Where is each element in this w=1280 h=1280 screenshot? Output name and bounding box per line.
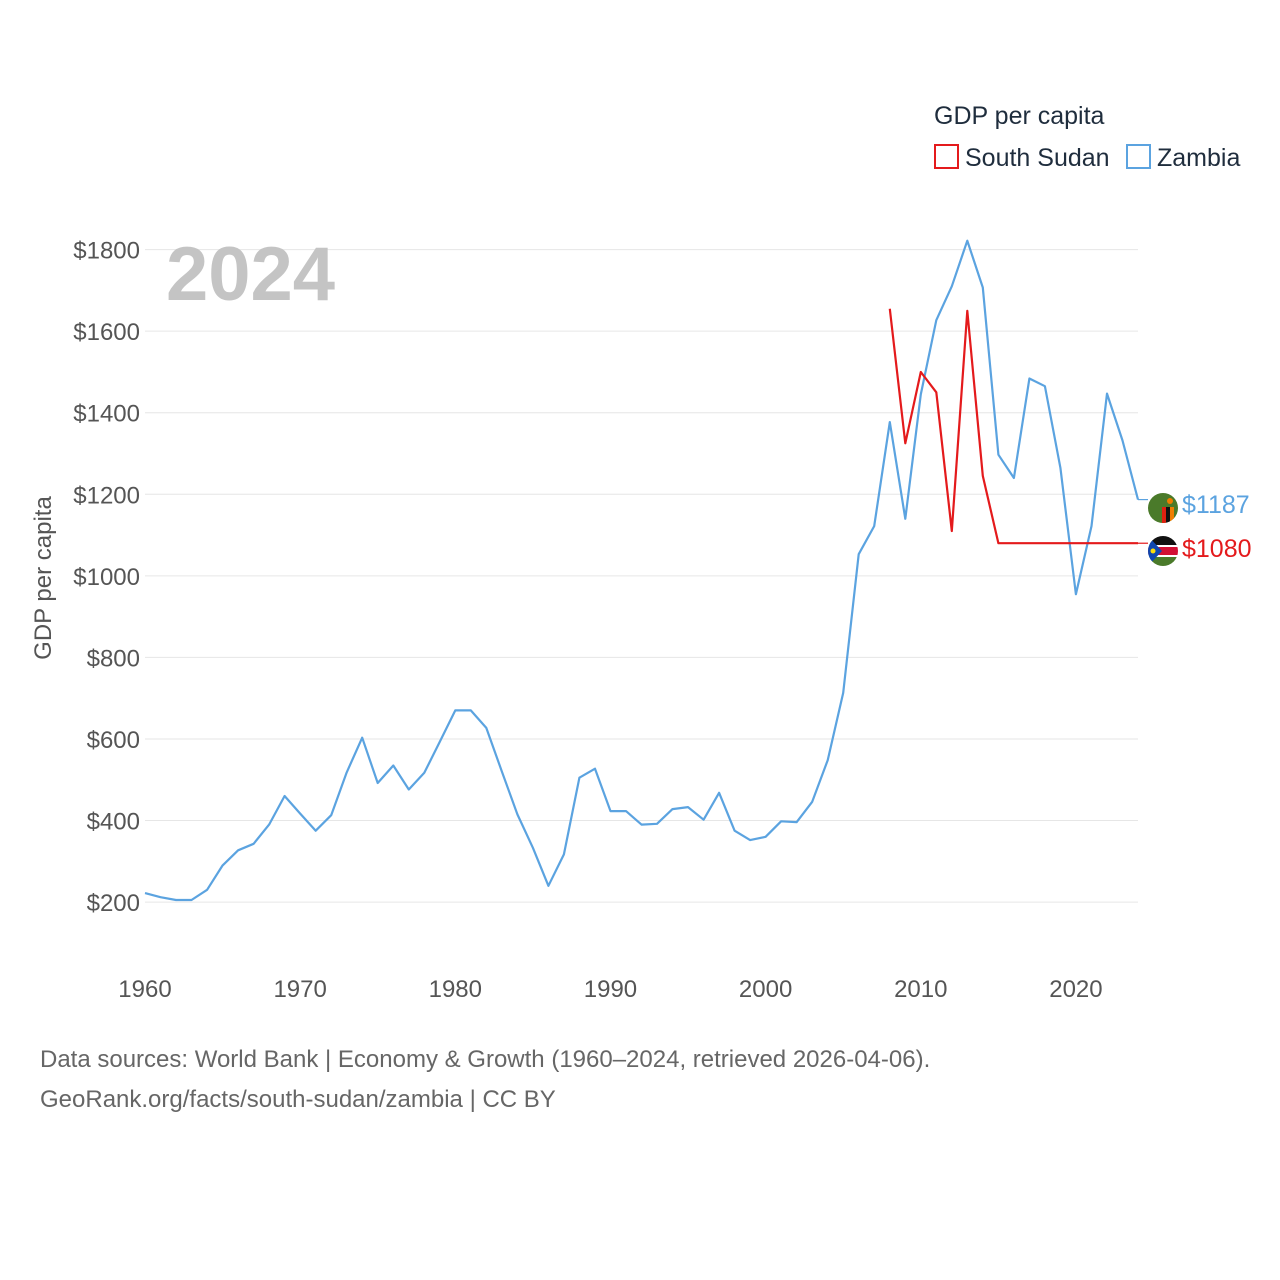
x-tick-label: 2010 [894,976,947,1003]
x-tick-label: 2000 [739,976,792,1003]
y-axis-label: GDP per capita [30,496,57,660]
series-line-zambia[interactable] [144,239,1140,902]
x-tick-label: 1970 [273,976,326,1003]
series-line-south-sudan[interactable] [888,308,1138,545]
x-axis: 1960 1970 1980 1990 2000 2010 2020 [118,976,1102,1003]
y-tick-label: $600 [87,727,140,754]
zambia-flag-icon [1148,493,1178,523]
south-sudan-end-value: $1080 [1182,535,1252,563]
legend-title: GDP per capita [934,102,1105,130]
y-tick-label: $1000 [73,564,140,591]
source-line-data: Data sources: World Bank | Economy & Gro… [40,1046,931,1073]
y-tick-label: $1400 [73,401,140,428]
legend: GDP per capita South Sudan Zambia [934,102,1240,172]
year-label: 2024 [166,232,335,317]
y-tick-label: $800 [87,645,140,672]
legend-swatch-south-sudan[interactable] [934,144,959,169]
south-sudan-flag-icon [1148,536,1178,566]
y-axis: $200 $400 $600 $800 $1000 $1200 $1400 $1600 $180… [73,238,140,917]
y-tick-label: $1600 [73,319,140,346]
x-tick-label: 1960 [118,976,171,1003]
x-tick-label: 1980 [429,976,482,1003]
x-tick-label: 2020 [1049,976,1102,1003]
zambia-end-value: $1187 [1182,491,1250,519]
x-tick-label: 1990 [584,976,637,1003]
y-tick-label: $1800 [73,238,140,265]
legend-label-zambia[interactable]: Zambia [1157,144,1240,172]
y-tick-label: $400 [87,809,140,836]
series-lines [144,239,1148,902]
legend-label-south-sudan[interactable]: South Sudan [965,144,1110,172]
legend-swatch-zambia[interactable] [1126,144,1151,169]
y-tick-label: $1200 [73,482,140,509]
grid-lines [145,249,1138,903]
source-note: Data sources: World Bank | Economy & Gro… [40,1040,930,1120]
source-line-link[interactable]: GeoRank.org/facts/south-sudan/zambia | C… [40,1086,556,1113]
y-tick-label: $200 [87,890,140,917]
